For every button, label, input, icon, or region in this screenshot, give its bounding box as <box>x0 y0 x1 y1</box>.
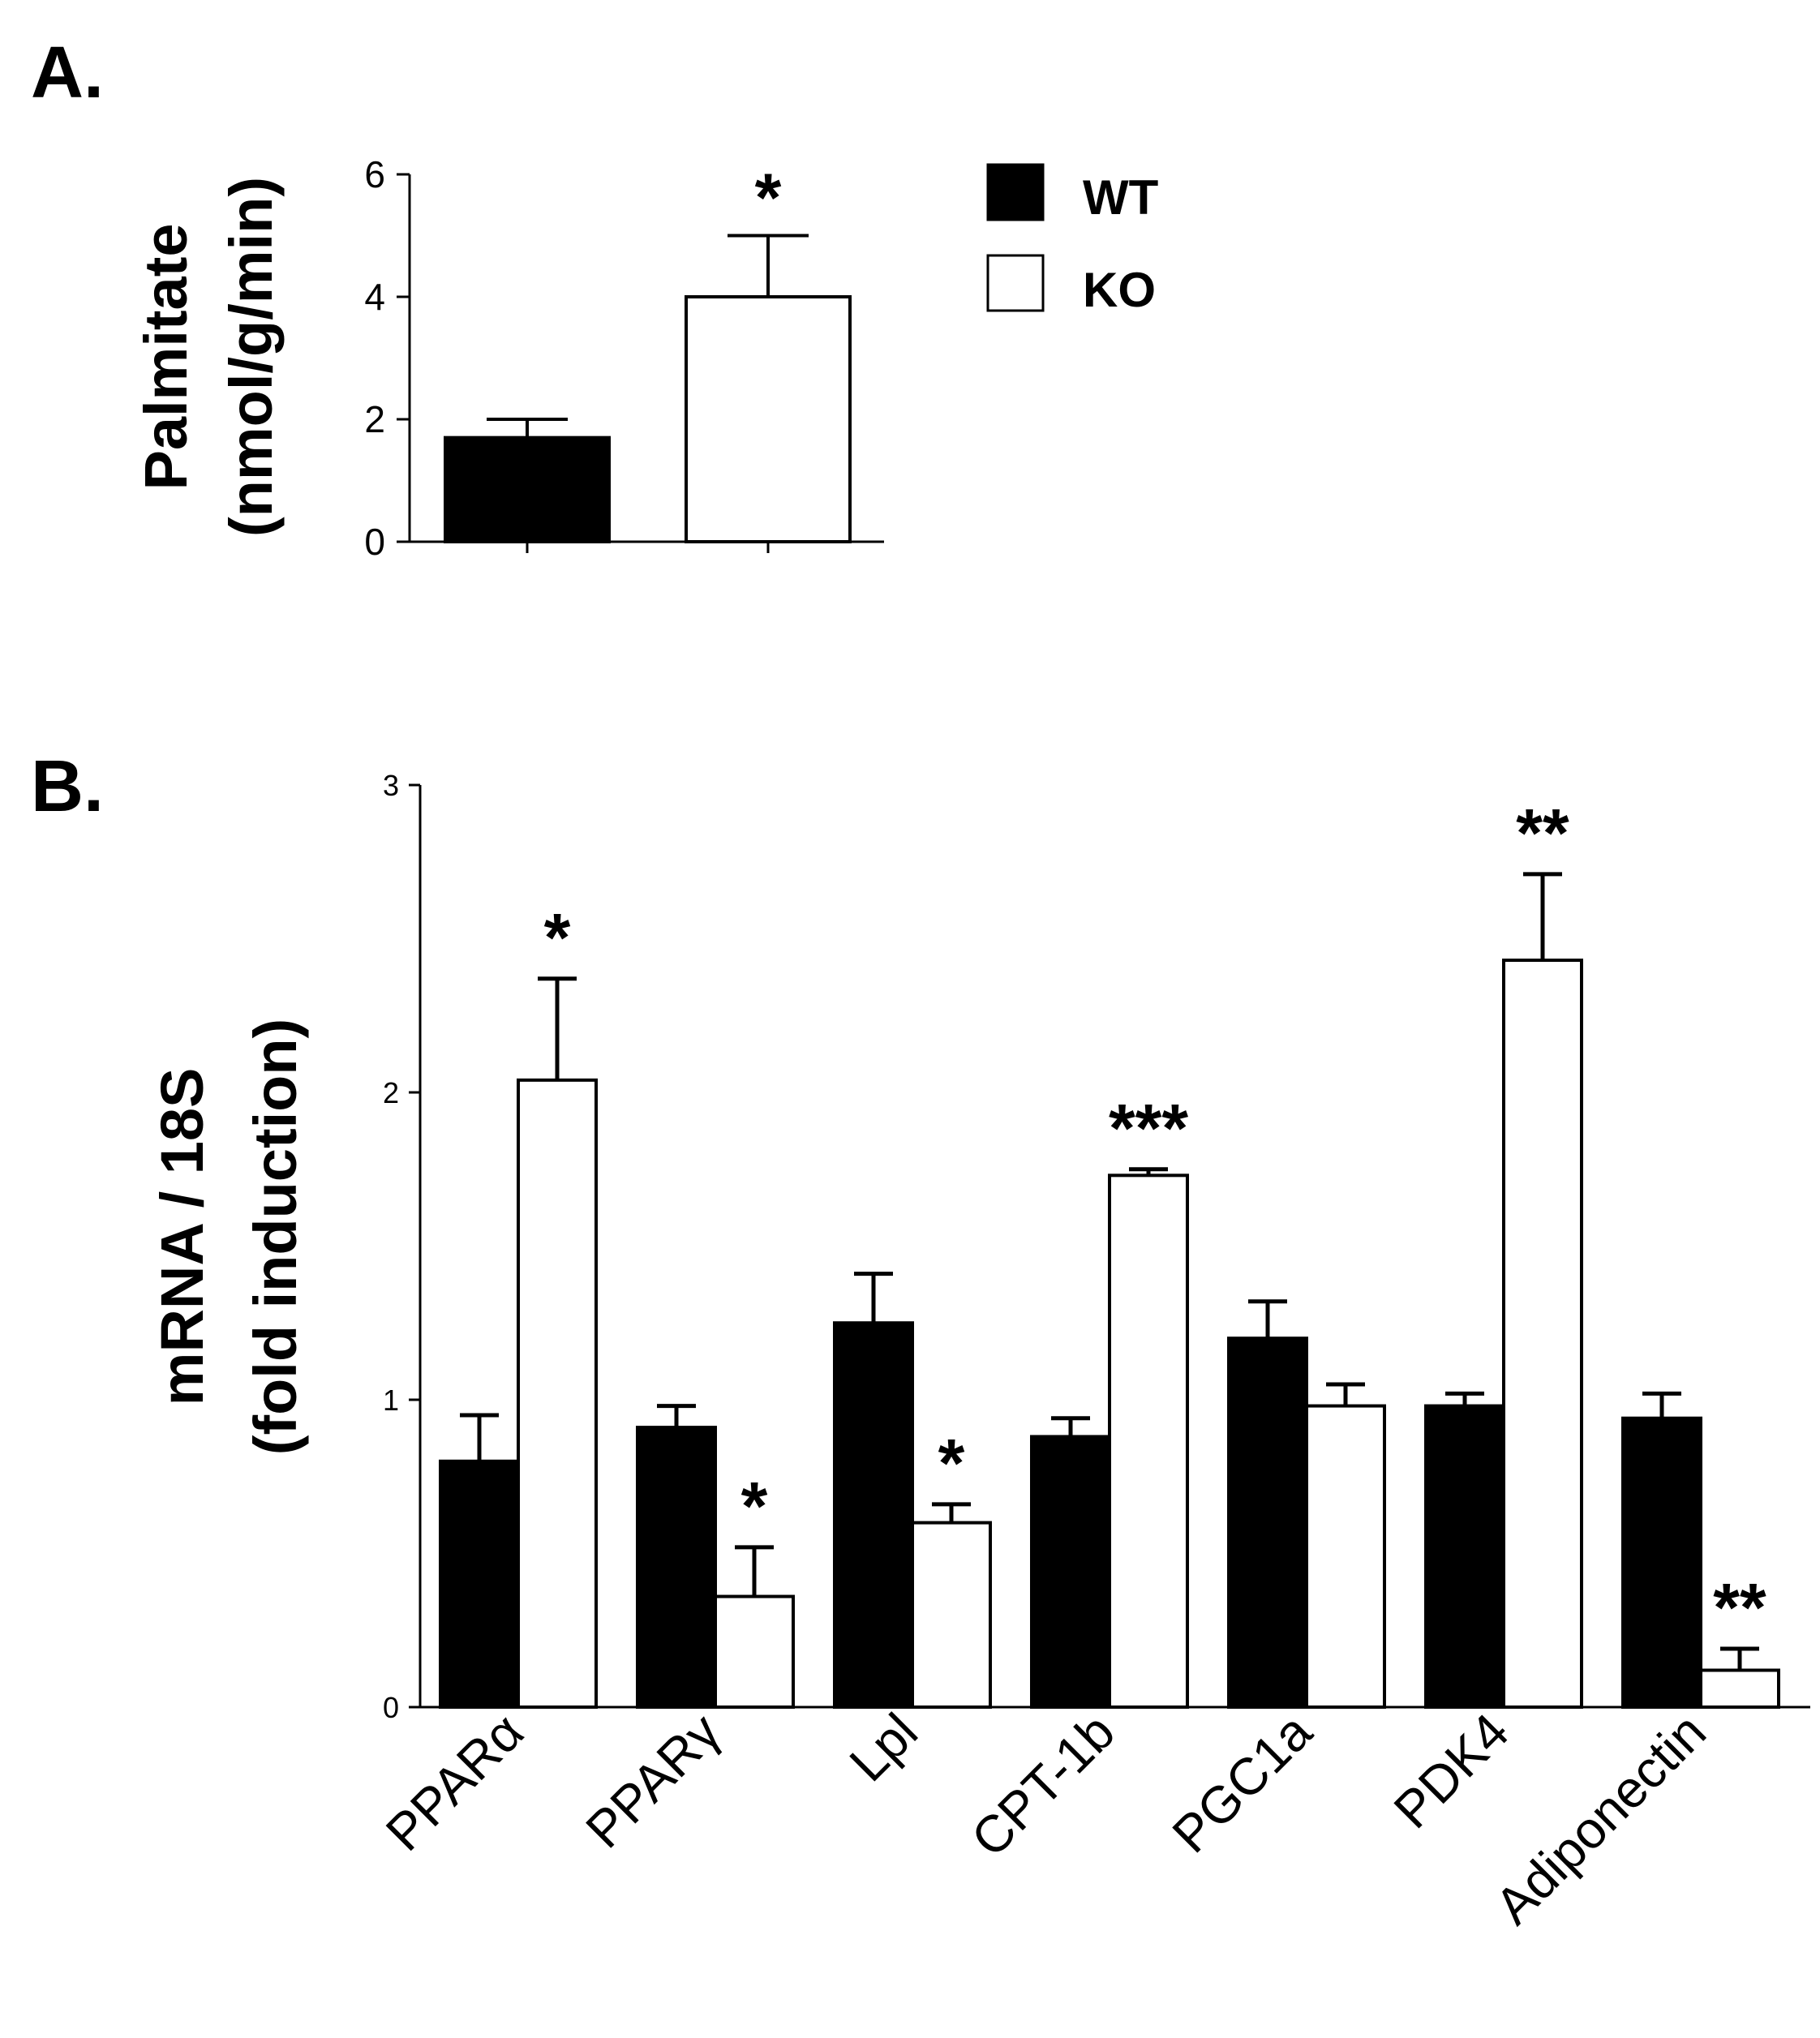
legend-wt-label: WT <box>1083 170 1158 225</box>
panel-b-ytick-label: 1 <box>383 1384 399 1417</box>
panel-a-ytick-label: 0 <box>364 521 385 563</box>
panel-b-ytick-label: 3 <box>383 769 399 802</box>
legend-ko-swatch <box>986 254 1045 312</box>
panel-a-ytick-label: 6 <box>364 153 385 195</box>
panel-b-significance: * <box>741 1468 768 1544</box>
panel-b-bar-wt <box>1227 1336 1308 1709</box>
panel-b-significance: *** <box>1109 1090 1188 1166</box>
panel-a-ylabel-line1: Palmitate <box>132 223 200 490</box>
panel-b-category-label: CPT-1b <box>960 1702 1126 1868</box>
legend-wt-swatch <box>986 163 1045 221</box>
panel-b-category-label: PGC1a <box>1161 1702 1324 1864</box>
panel-b-ytick-label: 2 <box>383 1076 399 1109</box>
panel-a-bar-wt <box>444 435 611 544</box>
panel-a-ytick-label: 2 <box>364 398 385 440</box>
panel-b-category-label: Adiponectin <box>1483 1702 1716 1935</box>
panel-b-category-label: PPARα <box>375 1702 534 1862</box>
panel-b-bar-wt <box>439 1459 520 1710</box>
panel-b-category-label: PPARγ <box>574 1702 731 1859</box>
panel-b-label: B. <box>31 746 104 827</box>
panel-b-bar-ko <box>517 1078 598 1709</box>
panel-b-category-label: PDK4 <box>1383 1702 1520 1839</box>
panel-a-ytick-label: 4 <box>364 276 385 318</box>
panel-b-bar-ko <box>911 1521 992 1709</box>
panel-a-bar-ko <box>685 295 852 543</box>
legend: WT KO <box>986 163 1158 317</box>
panel-b-bars: ********** <box>439 795 1780 1710</box>
legend-ko-label: KO <box>1083 263 1156 317</box>
panel-b-bar-ko <box>714 1594 795 1710</box>
panel-b-significance: ** <box>1516 795 1569 871</box>
panel-a-significance: * <box>755 160 782 236</box>
panel-b-bar-wt <box>1030 1435 1111 1709</box>
panel-b-ylabel-line2: (fold induction) <box>242 1019 309 1455</box>
panel-b-significance: * <box>544 899 571 976</box>
panel-a-ylabel-line2: (nmol/g/min) <box>217 177 285 537</box>
panel-a-label: A. <box>31 32 104 114</box>
panel-b-bar-ko <box>1502 959 1583 1709</box>
panel-b-bar-ko <box>1699 1668 1780 1710</box>
panel-b-ylabel-line1: mRNA / 18S <box>148 1068 216 1406</box>
panel-b-bar-ko <box>1108 1173 1189 1709</box>
panel-b-ytick-label: 0 <box>383 1691 399 1724</box>
panel-b-significance: ** <box>1713 1569 1766 1645</box>
panel-b-bar-wt <box>636 1426 717 1709</box>
panel-b-bar-wt <box>833 1321 914 1709</box>
panel-a-chart: A. Palmitate (nmol/g/min) 0 2 4 6 * WT KO <box>31 32 1158 563</box>
panel-b-bar-ko <box>1305 1404 1386 1709</box>
panel-b-category-label: Lpl <box>839 1702 929 1792</box>
panel-a-bars: * <box>444 160 852 544</box>
panel-b-significance: * <box>938 1425 965 1501</box>
panel-b-bar-wt <box>1424 1404 1505 1709</box>
panel-b-bar-wt <box>1621 1416 1702 1709</box>
